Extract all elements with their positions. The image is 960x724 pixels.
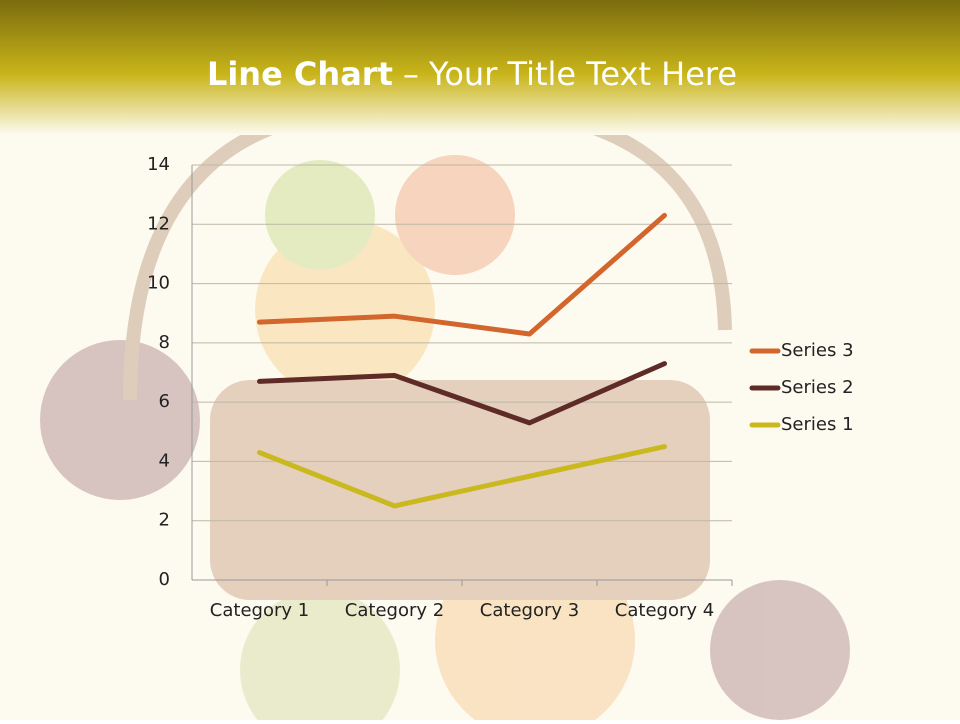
legend-label: Series 1	[781, 414, 854, 435]
header-band	[0, 0, 960, 135]
x-tick-label: Category 2	[345, 600, 444, 621]
y-tick-label: 14	[147, 154, 170, 175]
y-tick-label: 10	[147, 273, 170, 294]
y-tick-label: 4	[159, 450, 170, 471]
title-bold: Line Chart	[207, 55, 393, 93]
slide-title: Line Chart – Your Title Text Here	[207, 55, 737, 93]
x-tick-label: Category 3	[480, 600, 579, 621]
y-tick-label: 2	[159, 510, 170, 531]
legend-label: Series 3	[781, 340, 854, 361]
series-line	[257, 444, 667, 509]
title-rest: – Your Title Text Here	[403, 55, 737, 93]
y-tick-label: 8	[159, 332, 170, 353]
y-tick-label: 12	[147, 213, 170, 234]
x-tick-label: Category 4	[615, 600, 714, 621]
y-tick-label: 0	[159, 569, 170, 590]
x-tick-label: Category 1	[210, 600, 309, 621]
y-tick-label: 6	[159, 391, 170, 412]
legend-label: Series 2	[781, 377, 854, 398]
series-line	[257, 212, 667, 337]
series-line	[257, 361, 667, 426]
